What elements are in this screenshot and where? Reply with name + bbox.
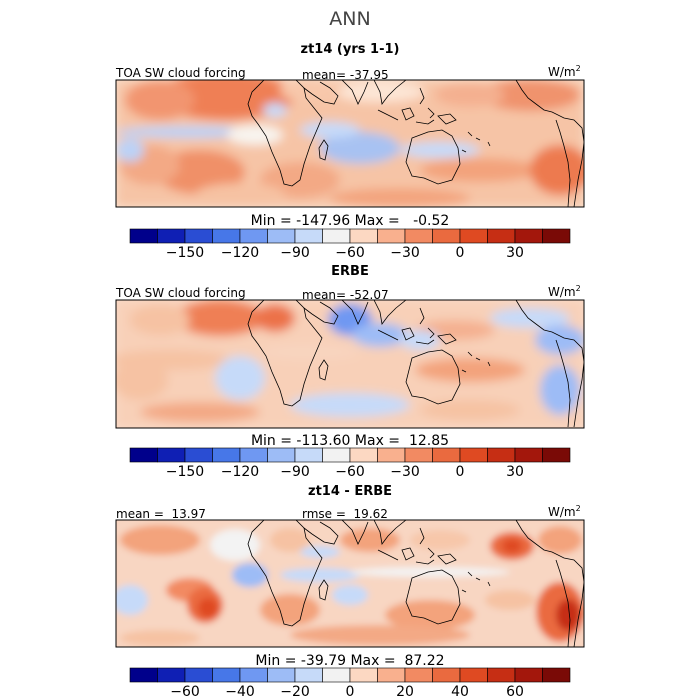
colorbar-swatch [542,447,571,463]
panel-3-mean: mean = 13.97 [116,507,206,521]
colorbar-swatch [212,667,241,683]
colorbar-swatch [377,667,406,683]
colorbar-swatch [459,228,488,244]
colorbar-tick-label: −150 [166,464,204,480]
colorbar-swatch [349,228,378,244]
colorbar-swatch [267,667,296,683]
colorbar-swatch [404,447,433,463]
colorbar-tick-label: 0 [456,464,465,480]
colorbar-swatch [432,667,461,683]
map-3-frame [115,519,585,648]
panel-3-units: W/m2 [548,504,581,519]
colorbar-swatch [212,447,241,463]
colorbar-tick-label: 30 [506,464,524,480]
colorbar-swatch [267,447,296,463]
panel-1-minmax: Min = -147.96 Max = -0.52 [250,213,450,229]
colorbar-swatch [514,228,543,244]
colorbar-swatch [542,228,571,244]
colorbar-swatch [377,228,406,244]
colorbar-tick-label: −150 [166,245,204,261]
colorbar-tick-label: 20 [396,684,414,700]
panel-2-title: ERBE [331,264,369,279]
panel-2-units: W/m2 [548,284,581,299]
panel-3-minmax: Min = -39.79 Max = 87.22 [255,653,445,669]
panel-1-field-label: TOA SW cloud forcing [116,66,246,80]
colorbar-swatch [129,667,158,683]
colorbar-tick-label: −60 [335,464,365,480]
colorbar-3: −60 −40 −20 0 20 40 60 [129,667,571,700]
colorbar-tick-label: 40 [451,684,469,700]
colorbar-swatch [184,667,213,683]
colorbar-swatch [267,228,296,244]
colorbar-tick-label: −30 [390,245,420,261]
colorbar-tick-label: −30 [390,464,420,480]
colorbar-tick-label: −120 [221,464,259,480]
panel-1-mean: mean= -37.95 [302,68,389,82]
colorbar-swatch [184,447,213,463]
colorbar-swatch [487,447,516,463]
colorbar-swatch [542,667,571,683]
colorbar-tick-label: 30 [506,245,524,261]
figure-title: ANN [329,8,371,30]
map-2-frame [115,299,585,429]
colorbar-swatch [239,228,268,244]
colorbar-tick-label: −90 [280,464,310,480]
colorbar-1: −150 −120 −90 −60 −30 0 30 [129,228,571,261]
colorbar-tick-label: −60 [335,245,365,261]
colorbar-swatch [514,447,543,463]
colorbar-tick-label: −120 [221,245,259,261]
colorbar-swatch [432,228,461,244]
map-3 [116,520,584,647]
colorbar-swatch [322,667,351,683]
colorbar-swatch [459,667,488,683]
panel-2-minmax: Min = -113.60 Max = 12.85 [250,433,450,449]
colorbar-swatch [129,447,158,463]
colorbar-swatch [349,667,378,683]
colorbar-swatch [487,667,516,683]
map-1 [116,80,584,207]
colorbar-swatch [514,667,543,683]
colorbar-swatch [157,447,186,463]
colorbar-swatch [404,667,433,683]
colorbar-swatch [157,667,186,683]
colorbar-swatch [157,228,186,244]
colorbar-swatch [404,228,433,244]
colorbar-tick-label: 0 [456,245,465,261]
panel-3-rmse: rmse = 19.62 [302,507,388,521]
colorbar-swatch [459,447,488,463]
colorbar-swatch [294,228,323,244]
colorbar-tick-label: 60 [506,684,524,700]
colorbar-swatch [239,447,268,463]
colorbar-tick-label: −20 [280,684,310,700]
panel-3-title: zt14 - ERBE [308,484,392,499]
colorbar-swatch [432,447,461,463]
colorbar-swatch [129,228,158,244]
colorbar-swatch [349,447,378,463]
colorbar-swatch [322,447,351,463]
colorbar-swatch [184,228,213,244]
panel-2-mean: mean= -52.07 [302,288,389,302]
colorbar-swatch [294,447,323,463]
colorbar-tick-label: −60 [170,684,200,700]
panel-2-field-label: TOA SW cloud forcing [116,286,246,300]
colorbar-tick-label: 0 [346,684,355,700]
colorbar-swatch [212,228,241,244]
colorbar-2: −150 −120 −90 −60 −30 0 30 [129,447,571,480]
colorbar-tick-label: −40 [225,684,255,700]
colorbar-swatch [239,667,268,683]
colorbar-tick-label: −90 [280,245,310,261]
map-2 [116,300,584,428]
colorbar-swatch [294,667,323,683]
colorbar-swatch [377,447,406,463]
colorbar-swatch [487,228,516,244]
map-1-frame [115,79,585,208]
panel-1-units: W/m2 [548,64,581,79]
colorbar-swatch [322,228,351,244]
panel-1-title: zt14 (yrs 1-1) [300,42,400,57]
